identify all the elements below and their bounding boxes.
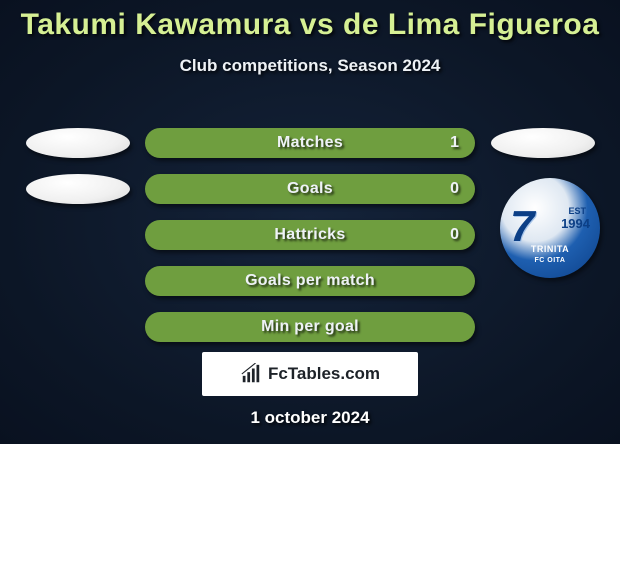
club-badge: 7 EST 1994 TRINITA FC OITA <box>500 178 600 278</box>
page-title: Takumi Kawamura vs de Lima Figueroa <box>0 0 620 42</box>
date-text: 1 october 2024 <box>0 408 620 428</box>
left-player-slot <box>20 220 135 250</box>
stat-pill-mpg: Min per goal <box>145 312 475 342</box>
left-player-slot <box>20 312 135 342</box>
club-badge-est: EST <box>568 206 586 216</box>
stat-value-right: 1 <box>450 134 459 152</box>
club-badge-name: TRINITA FC OITA <box>500 244 600 264</box>
stat-pill-matches: Matches 1 <box>145 128 475 158</box>
stat-label: Hattricks <box>274 226 345 244</box>
stat-label: Goals <box>287 180 333 198</box>
player-placeholder-ellipse <box>491 128 595 158</box>
left-player-slot <box>20 266 135 296</box>
left-player-slot <box>20 174 135 204</box>
left-player-slot <box>20 128 135 158</box>
brand-text: FcTables.com <box>268 364 380 384</box>
player-placeholder-ellipse <box>26 174 130 204</box>
stat-pill-gpm: Goals per match <box>145 266 475 296</box>
chart-icon <box>240 363 262 385</box>
stat-label: Min per goal <box>261 318 359 336</box>
stat-value-right: 0 <box>450 226 459 244</box>
stat-row: Matches 1 <box>0 120 620 166</box>
stat-label: Goals per match <box>245 272 375 290</box>
player-placeholder-ellipse <box>26 128 130 158</box>
right-player-slot <box>485 312 600 342</box>
stat-pill-hattricks: Hattricks 0 <box>145 220 475 250</box>
club-badge-name-main: TRINITA <box>531 244 569 254</box>
stat-pill-goals: Goals 0 <box>145 174 475 204</box>
stat-label: Matches <box>277 134 343 152</box>
right-club-badge-slot: 7 EST 1994 TRINITA FC OITA <box>500 178 600 278</box>
stat-row: Min per goal <box>0 304 620 350</box>
stat-value-right: 0 <box>450 180 459 198</box>
brand-box: FcTables.com <box>202 352 418 396</box>
club-badge-name-sub: FC OITA <box>535 257 566 264</box>
page-subtitle: Club competitions, Season 2024 <box>0 56 620 76</box>
right-player-slot <box>485 128 600 158</box>
comparison-card: Takumi Kawamura vs de Lima Figueroa Club… <box>0 0 620 444</box>
club-badge-year: 1994 <box>561 216 590 231</box>
